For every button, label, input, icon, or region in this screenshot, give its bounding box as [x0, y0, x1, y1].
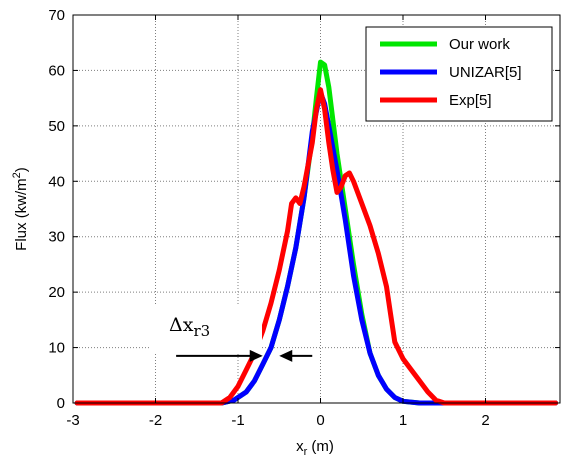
annotation-delta: Δx [169, 314, 194, 336]
x-tick-label: 2 [481, 412, 489, 429]
x-tick-label: 0 [316, 412, 324, 429]
annotation-sub: r3 [193, 322, 210, 340]
y-tick-labels: 0 10 20 30 40 50 60 70 [48, 7, 65, 412]
x-tick-label: -1 [231, 412, 244, 429]
y-tick-label: 70 [48, 7, 65, 24]
annotation-layer: Δxr3 [150, 304, 313, 362]
x-axis-label-unit: (m) [307, 438, 334, 455]
annotation-background [150, 304, 262, 354]
annotation-label: Δxr3 [169, 314, 210, 340]
x-tick-label: 1 [399, 412, 407, 429]
series-layer [74, 59, 559, 406]
x-tick-labels: -3 -2 -1 0 1 2 [66, 412, 489, 429]
annotation-arrow-left-head [249, 349, 263, 362]
x-axis-label-main: x [296, 438, 304, 455]
y-axis-label-main: Flux (kw/m [13, 178, 30, 251]
x-tick-label: -3 [66, 412, 79, 429]
plot-frame [72, 14, 561, 404]
legend: Our work UNIZAR[5] Exp[5] [365, 26, 553, 122]
series-line-exp-5- [74, 87, 559, 406]
tick-marks [72, 14, 560, 404]
x-tick-label: -2 [149, 412, 162, 429]
y-axis-label-sup: 2 [11, 172, 23, 178]
legend-label: Exp[5] [449, 92, 492, 109]
y-tick-label: 40 [48, 173, 65, 190]
x-axis-label-sub: r [304, 446, 308, 458]
legend-items: Our work UNIZAR[5] Exp[5] [380, 36, 522, 109]
y-tick-label: 0 [57, 395, 65, 412]
y-tick-label: 20 [48, 284, 65, 301]
legend-label: Our work [449, 36, 510, 53]
y-tick-label: 10 [48, 340, 65, 357]
y-axis-label-end: ) [13, 167, 30, 172]
y-tick-label: 30 [48, 229, 65, 246]
annotation-arrows [176, 349, 313, 362]
annotation-arrow-right-head [279, 349, 293, 362]
legend-label: UNIZAR[5] [449, 64, 522, 81]
x-axis-label: xr (m) [296, 438, 334, 458]
y-axis-label: Flux (kw/m2) [11, 167, 30, 251]
y-tick-label: 60 [48, 62, 65, 79]
y-tick-label: 50 [48, 118, 65, 135]
